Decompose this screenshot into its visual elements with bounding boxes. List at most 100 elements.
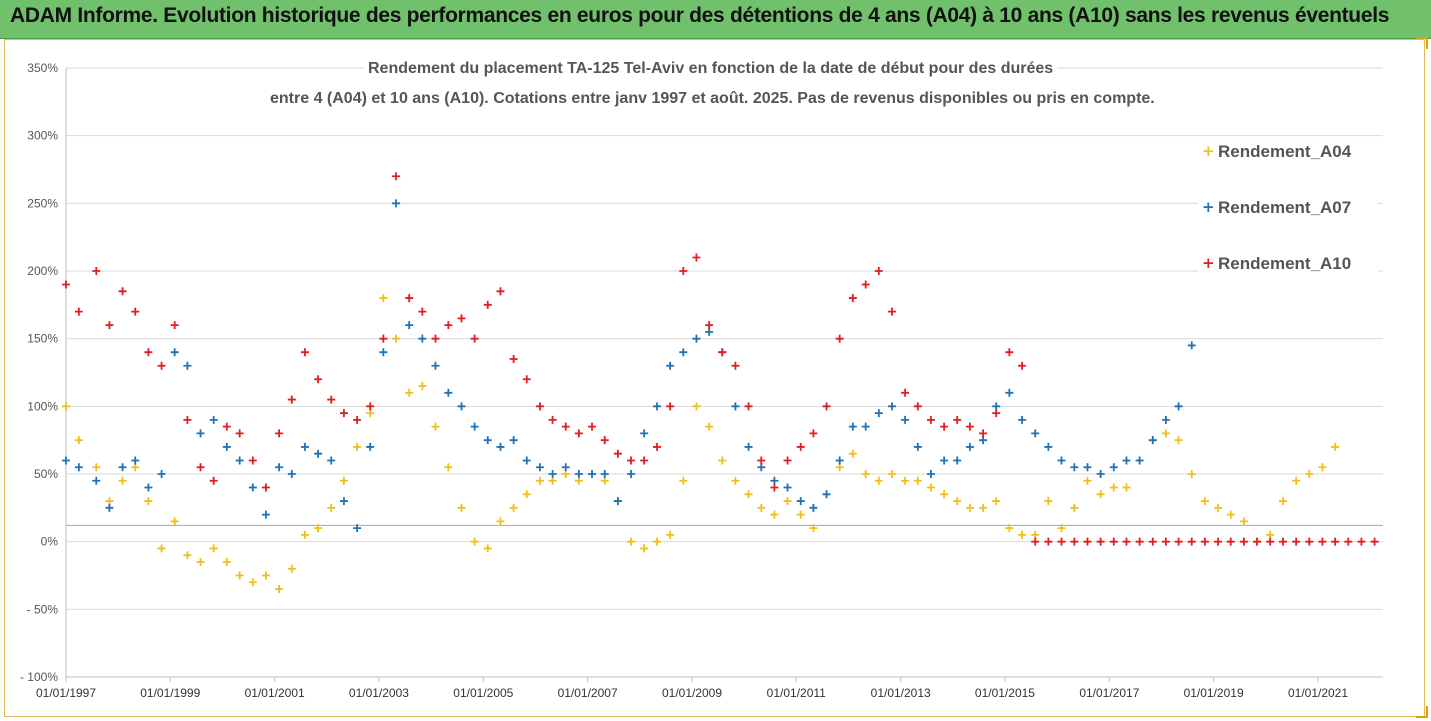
data-point xyxy=(248,456,257,465)
data-point xyxy=(1279,537,1288,546)
data-point xyxy=(913,476,922,485)
data-point xyxy=(926,483,935,492)
data-point xyxy=(796,497,805,506)
data-point xyxy=(783,456,792,465)
data-point xyxy=(444,463,453,472)
data-point xyxy=(627,470,636,478)
data-point xyxy=(613,497,622,506)
data-point xyxy=(74,463,83,472)
data-point xyxy=(965,503,974,512)
data-point xyxy=(1070,503,1079,512)
data-point xyxy=(1187,537,1196,546)
x-tick-label: 01/01/2001 xyxy=(245,686,305,700)
x-tick-label: 01/01/2007 xyxy=(558,686,618,700)
data-point xyxy=(1018,530,1027,539)
data-point xyxy=(118,476,127,485)
data-point xyxy=(705,422,714,431)
data-point xyxy=(118,287,127,296)
data-point xyxy=(809,503,818,512)
data-point xyxy=(770,476,779,485)
data-point xyxy=(940,422,949,431)
data-point xyxy=(1096,537,1105,546)
data-point xyxy=(418,307,427,316)
data-point xyxy=(848,294,857,303)
data-point xyxy=(848,422,857,431)
legend-label-a07: Rendement_A07 xyxy=(1218,198,1352,217)
data-point xyxy=(953,456,962,465)
data-point xyxy=(627,456,636,465)
frame-corner-top-right xyxy=(1416,37,1428,49)
data-point xyxy=(300,442,309,451)
data-point xyxy=(835,463,844,472)
legend-item-a07: + Rendement_A07 xyxy=(1198,196,1378,252)
data-point xyxy=(692,402,701,411)
data-point xyxy=(235,429,244,438)
data-point xyxy=(444,321,453,330)
data-point xyxy=(431,334,440,343)
data-point xyxy=(457,503,466,512)
data-point xyxy=(405,321,414,330)
data-point xyxy=(222,422,231,431)
data-point xyxy=(770,510,779,519)
header-banner: ADAM Informe. Evolution historique des p… xyxy=(0,0,1431,39)
x-tick-label: 01/01/2003 xyxy=(349,686,409,700)
x-tick-label: 01/01/2013 xyxy=(871,686,931,700)
data-point xyxy=(496,442,505,451)
data-point xyxy=(405,294,414,303)
x-tick-label: 01/01/2009 xyxy=(662,686,722,700)
data-point xyxy=(1044,497,1053,506)
data-point xyxy=(979,503,988,512)
data-point xyxy=(1266,530,1275,539)
data-point xyxy=(940,456,949,465)
x-tick-label: 01/01/2011 xyxy=(767,686,826,700)
data-point xyxy=(209,415,218,424)
data-point xyxy=(731,476,740,485)
data-point xyxy=(196,557,205,566)
data-point xyxy=(1305,537,1314,546)
data-point xyxy=(366,442,375,451)
data-point xyxy=(1018,361,1027,370)
y-tick-label: 100% xyxy=(27,399,58,413)
data-point xyxy=(261,483,270,492)
data-point xyxy=(1344,537,1353,546)
data-point xyxy=(1200,497,1209,506)
legend-label-a04: Rendement_A04 xyxy=(1218,142,1352,161)
data-point xyxy=(861,470,870,478)
data-point xyxy=(1057,456,1066,465)
data-point xyxy=(118,463,127,472)
data-point xyxy=(287,564,296,573)
chart-title-line-1: Rendement du placement TA-125 Tel-Aviv e… xyxy=(364,60,1058,78)
data-point xyxy=(483,436,492,445)
data-point xyxy=(731,402,740,411)
data-point xyxy=(1214,537,1223,546)
data-point xyxy=(327,456,336,465)
data-point xyxy=(574,429,583,438)
data-point xyxy=(275,585,284,594)
data-point xyxy=(1370,537,1379,546)
data-point xyxy=(314,524,323,533)
data-point xyxy=(275,463,284,472)
data-point xyxy=(248,483,257,492)
x-tick-label: 01/01/2017 xyxy=(1079,686,1139,700)
data-point xyxy=(170,348,179,357)
data-point xyxy=(1135,537,1144,546)
y-tick-label: 50% xyxy=(34,467,58,481)
data-point xyxy=(92,463,101,472)
data-point xyxy=(965,442,974,451)
data-point xyxy=(1292,476,1301,485)
y-tick-label: 300% xyxy=(27,129,58,143)
data-point xyxy=(235,571,244,580)
data-point xyxy=(600,470,609,478)
x-tick-label: 01/01/2021 xyxy=(1288,686,1348,700)
data-point xyxy=(653,537,662,546)
y-tick-label: 200% xyxy=(27,264,58,278)
y-tick-label: - 50% xyxy=(27,602,59,616)
chart-frame xyxy=(4,39,1425,717)
data-point xyxy=(783,497,792,506)
data-point xyxy=(757,463,766,472)
data-point xyxy=(1083,463,1092,472)
data-point xyxy=(1122,483,1131,492)
data-point xyxy=(874,409,883,418)
data-point xyxy=(718,456,727,465)
